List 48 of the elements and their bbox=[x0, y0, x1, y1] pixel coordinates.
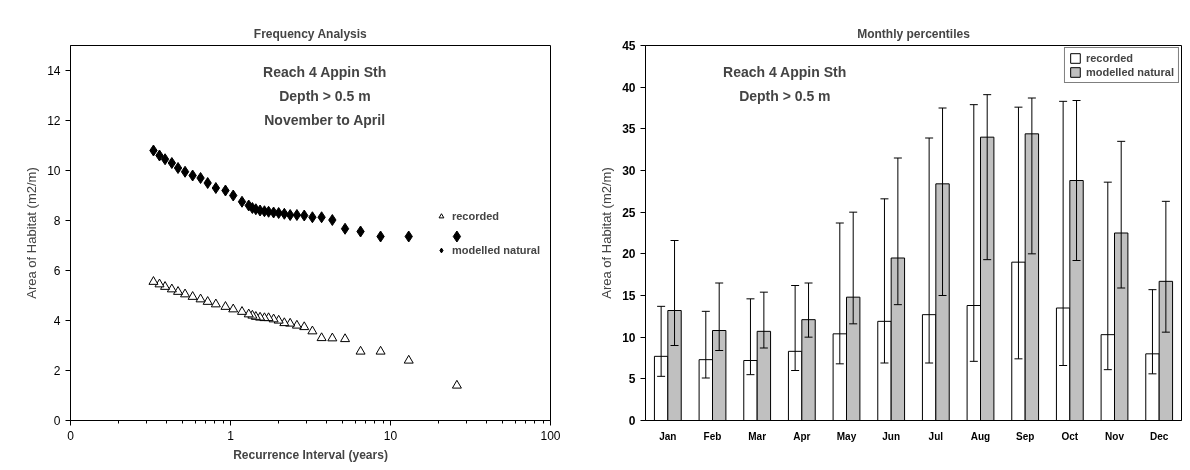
y-tick-label: 2 bbox=[53, 364, 61, 378]
annotation: November to April bbox=[264, 111, 386, 128]
x-tick-label: 100 bbox=[540, 428, 561, 443]
annotation: Reach 4 Appin Sth bbox=[263, 64, 387, 81]
legend-label: recorded bbox=[1085, 52, 1134, 64]
chart-title: Frequency Analysis bbox=[253, 26, 368, 41]
x-tick-label: Feb bbox=[703, 430, 722, 442]
x-tick-label: May bbox=[836, 430, 857, 442]
y-tick-label: 4 bbox=[53, 314, 61, 328]
x-tick-label: Jan bbox=[659, 430, 677, 442]
x-tick-label: Mar bbox=[748, 430, 767, 442]
x-axis-title: Recurrence Interval (years) bbox=[233, 447, 388, 462]
x-tick-label: Jul bbox=[928, 430, 944, 442]
legend-label: modelled natural bbox=[451, 243, 540, 256]
y-tick-label: 35 bbox=[622, 122, 636, 137]
legend-label: modelled natural bbox=[1085, 66, 1174, 78]
y-tick-label: 30 bbox=[622, 164, 636, 178]
x-tick-label: Apr bbox=[793, 430, 811, 442]
x-tick-label: 10 bbox=[383, 428, 398, 443]
y-axis-title: Area of Habitat (m2/m) bbox=[24, 167, 40, 299]
y-tick-label: 25 bbox=[622, 205, 636, 220]
chart-title: Monthly percentiles bbox=[857, 26, 971, 41]
legend-label: recorded bbox=[451, 209, 500, 222]
y-tick-label: 10 bbox=[622, 330, 636, 345]
y-axis-title: Area of Habitat (m2/m) bbox=[599, 167, 615, 299]
y-tick-label: 5 bbox=[628, 372, 636, 387]
y-tick-label: 45 bbox=[622, 39, 636, 53]
y-tick-label: 10 bbox=[47, 164, 61, 178]
x-tick-label: Oct bbox=[1061, 430, 1079, 442]
x-tick-label: 1 bbox=[227, 428, 235, 443]
x-tick-label: 0 bbox=[67, 428, 75, 443]
y-tick-label: 40 bbox=[622, 80, 636, 95]
y-tick-label: 0 bbox=[628, 414, 636, 428]
y-tick-label: 14 bbox=[47, 64, 61, 78]
y-tick-label: 15 bbox=[622, 289, 636, 303]
x-tick-label: Nov bbox=[1105, 430, 1125, 442]
x-tick-label: Sep bbox=[1016, 430, 1035, 442]
annotation: Reach 4 Appin Sth bbox=[723, 64, 847, 81]
y-tick-label: 20 bbox=[622, 247, 636, 262]
annotation: Depth > 0.5 m bbox=[739, 87, 831, 104]
annotation: Depth > 0.5 m bbox=[279, 87, 371, 104]
y-tick-label: 8 bbox=[53, 214, 61, 228]
y-tick-label: 6 bbox=[53, 264, 61, 278]
y-tick-label: 12 bbox=[47, 114, 61, 128]
x-tick-label: Aug bbox=[970, 430, 991, 442]
y-tick-label: 0 bbox=[53, 414, 61, 428]
x-tick-label: Jun bbox=[882, 430, 901, 442]
x-tick-label: Dec bbox=[1149, 430, 1169, 442]
